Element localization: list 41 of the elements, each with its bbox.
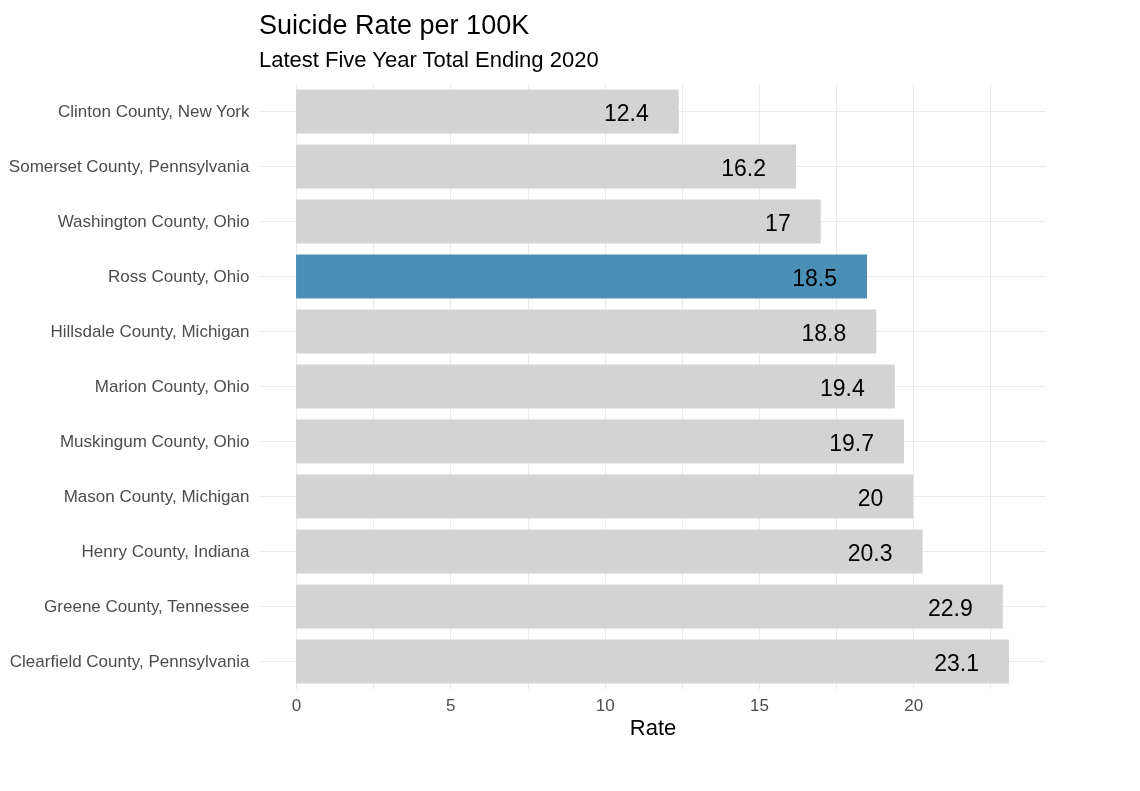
- x-tick-label: 20: [904, 695, 924, 715]
- bar: [296, 89, 679, 134]
- y-tick-label: Somerset County, Pennsylvania: [8, 156, 251, 176]
- bar: [296, 309, 877, 354]
- chart-title: Suicide Rate per 100K: [259, 10, 530, 40]
- x-tick-label: 10: [595, 695, 615, 715]
- bar: [296, 254, 867, 299]
- data-label: 17: [765, 209, 791, 236]
- data-label: 22.9: [928, 594, 973, 621]
- x-tick-label: 5: [446, 695, 456, 715]
- y-tick-label: Clearfield County, Pennsylvania: [9, 651, 251, 671]
- x-tick-label: 0: [291, 695, 302, 715]
- y-tick-label: Ross County, Ohio: [108, 266, 250, 286]
- bar: [296, 364, 895, 409]
- y-tick-label: Muskingum County, Ohio: [59, 431, 250, 451]
- y-tick-label: Clinton County, New York: [57, 101, 250, 121]
- data-label: 20.3: [847, 539, 893, 566]
- y-tick-label: Hillsdale County, Michigan: [50, 321, 250, 341]
- bar: [296, 419, 905, 464]
- bar: [296, 529, 923, 574]
- y-tick-label: Mason County, Michigan: [63, 486, 250, 506]
- y-tick-label: Greene County, Tennessee: [44, 596, 250, 616]
- bar: [296, 584, 1003, 629]
- data-label: 19.7: [829, 429, 875, 456]
- data-label: 18.8: [801, 319, 847, 346]
- y-tick-label: Washington County, Ohio: [57, 211, 250, 231]
- y-tick-label: Marion County, Ohio: [94, 376, 250, 396]
- bar: [296, 639, 1009, 684]
- data-label: 20: [857, 484, 884, 511]
- x-tick-label: 15: [750, 695, 769, 715]
- x-axis-title: Rate: [629, 714, 677, 740]
- bar: [296, 199, 821, 244]
- data-label: 18.5: [792, 264, 837, 291]
- data-label: 16.2: [721, 154, 767, 181]
- data-label: 12.4: [603, 99, 649, 126]
- chart-subtitle: Latest Five Year Total Ending 2020: [259, 47, 599, 72]
- data-label: 19.4: [820, 374, 865, 401]
- y-tick-label: Henry County, Indiana: [81, 541, 251, 561]
- bar: [296, 144, 797, 189]
- bar: [296, 474, 914, 519]
- data-label: 23.1: [934, 649, 979, 676]
